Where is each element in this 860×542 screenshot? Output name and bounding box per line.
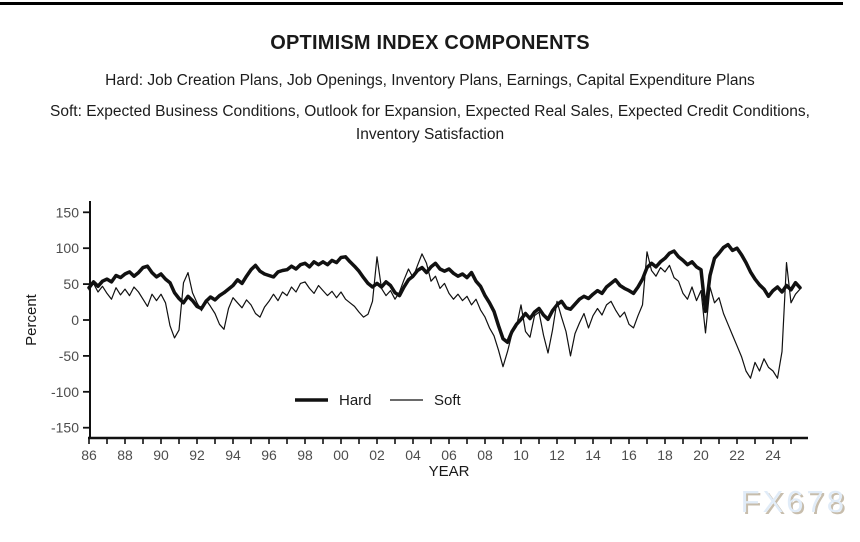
x-tick-label: 06 bbox=[441, 447, 457, 463]
y-tick-label: 0 bbox=[71, 312, 79, 328]
x-tick-label: 94 bbox=[225, 447, 241, 463]
optimism-chart: 150 100 50 0 -50 -100 -150 86 88 90 92 94 96 98 00 02 04… bbox=[0, 187, 860, 499]
series-line-soft bbox=[88, 251, 801, 379]
x-tick-label: 10 bbox=[513, 447, 529, 463]
x-tick-label: 20 bbox=[693, 447, 709, 463]
soft-components-text: Soft: Expected Business Conditions, Outl… bbox=[50, 103, 810, 143]
x-tick-label: 02 bbox=[369, 447, 385, 463]
legend-label-hard: Hard bbox=[339, 392, 372, 409]
y-tick-label: -50 bbox=[59, 348, 79, 364]
y-tick-label: 150 bbox=[56, 204, 80, 220]
x-tick-label: 24 bbox=[765, 447, 781, 463]
x-tick-label: 92 bbox=[189, 447, 205, 463]
y-tick-label: 50 bbox=[63, 276, 79, 292]
x-axis-label: YEAR bbox=[429, 463, 470, 480]
y-axis-label: Percent bbox=[23, 293, 40, 346]
top-divider bbox=[0, 2, 843, 5]
y-tick-label: -150 bbox=[51, 420, 79, 436]
x-tick-label: 18 bbox=[657, 447, 673, 463]
watermark-fx678: FX678 bbox=[740, 484, 847, 519]
y-tick-label: 100 bbox=[56, 240, 80, 256]
x-tick-label: 90 bbox=[153, 447, 169, 463]
x-tick-label: 22 bbox=[729, 447, 745, 463]
x-tick-label: 16 bbox=[621, 447, 637, 463]
x-tick-label: 96 bbox=[261, 447, 277, 463]
x-tick-label: 98 bbox=[297, 447, 313, 463]
x-tick-label: 00 bbox=[333, 447, 349, 463]
x-tick-label: 14 bbox=[585, 447, 601, 463]
x-tick-label: 86 bbox=[81, 447, 97, 463]
legend: Hard Soft bbox=[295, 392, 462, 409]
x-tick-label: 88 bbox=[117, 447, 133, 463]
page-title: OPTIMISM INDEX COMPONENTS bbox=[270, 32, 590, 54]
legend-label-soft: Soft bbox=[434, 392, 462, 409]
y-tick-label: -100 bbox=[51, 384, 79, 400]
x-tick-label: 08 bbox=[477, 447, 493, 463]
x-tick-label: 04 bbox=[405, 447, 421, 463]
series-line-hard bbox=[87, 242, 802, 345]
x-tick-label: 12 bbox=[549, 447, 565, 463]
hard-components-text: Hard: Job Creation Plans, Job Openings, … bbox=[105, 72, 755, 89]
